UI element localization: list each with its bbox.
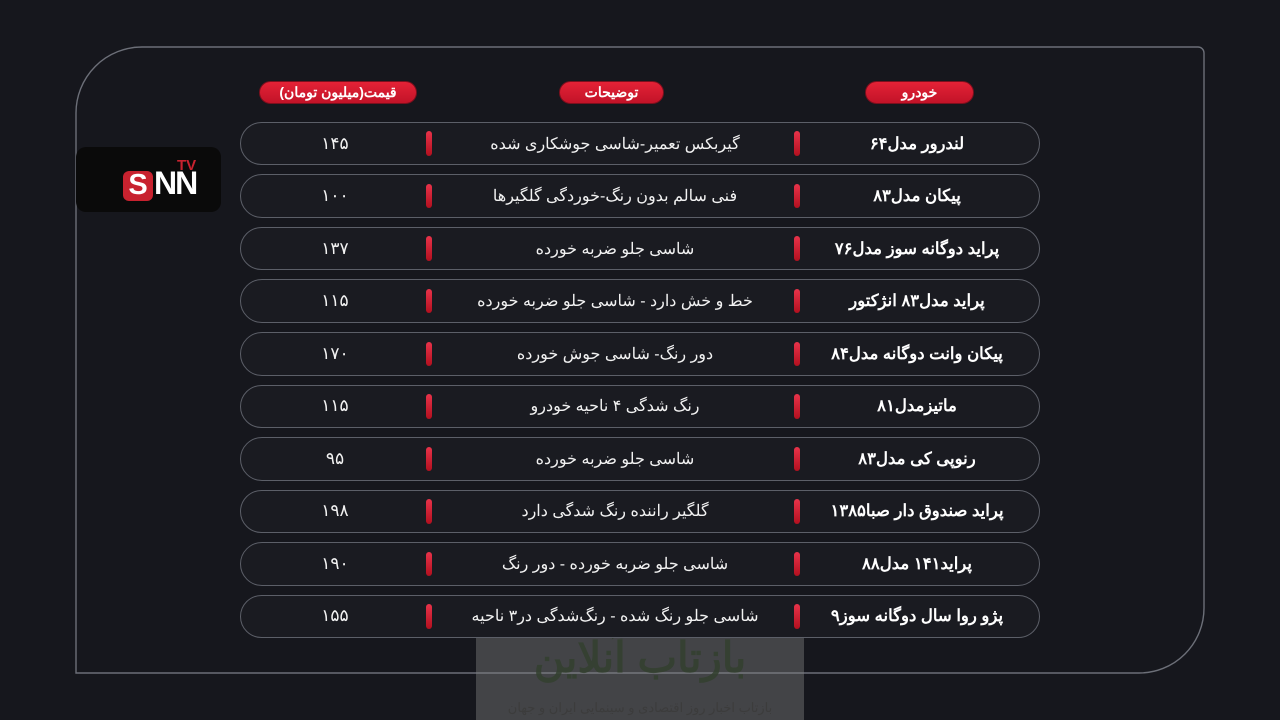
svg-text:TV: TV xyxy=(177,157,196,174)
svg-text:S: S xyxy=(128,169,147,201)
